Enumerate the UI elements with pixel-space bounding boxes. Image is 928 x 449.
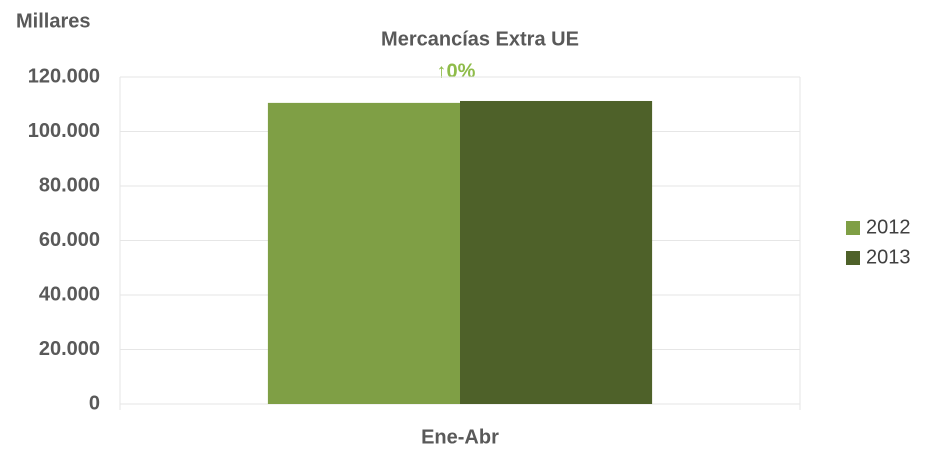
legend-label: 2013 <box>866 246 911 268</box>
bar <box>267 102 460 404</box>
y-tick-label: 20.000 <box>39 338 100 360</box>
annotation: ↑0% <box>437 60 476 82</box>
y-tick-label: 60.000 <box>39 229 100 251</box>
y-tick-label: 40.000 <box>39 283 100 305</box>
legend-swatch <box>846 251 860 265</box>
y-axis-label: Millares <box>16 10 90 32</box>
chart-title: Mercancías Extra UE <box>381 28 579 50</box>
y-tick-label: 80.000 <box>39 174 100 196</box>
legend-label: 2012 <box>866 216 911 238</box>
y-tick-label: 100.000 <box>28 120 100 142</box>
legend-swatch <box>846 221 860 235</box>
x-tick-label: Ene-Abr <box>421 426 499 448</box>
y-tick-label: 0 <box>89 392 100 414</box>
y-tick-label: 120.000 <box>28 65 100 87</box>
bar <box>460 100 653 404</box>
